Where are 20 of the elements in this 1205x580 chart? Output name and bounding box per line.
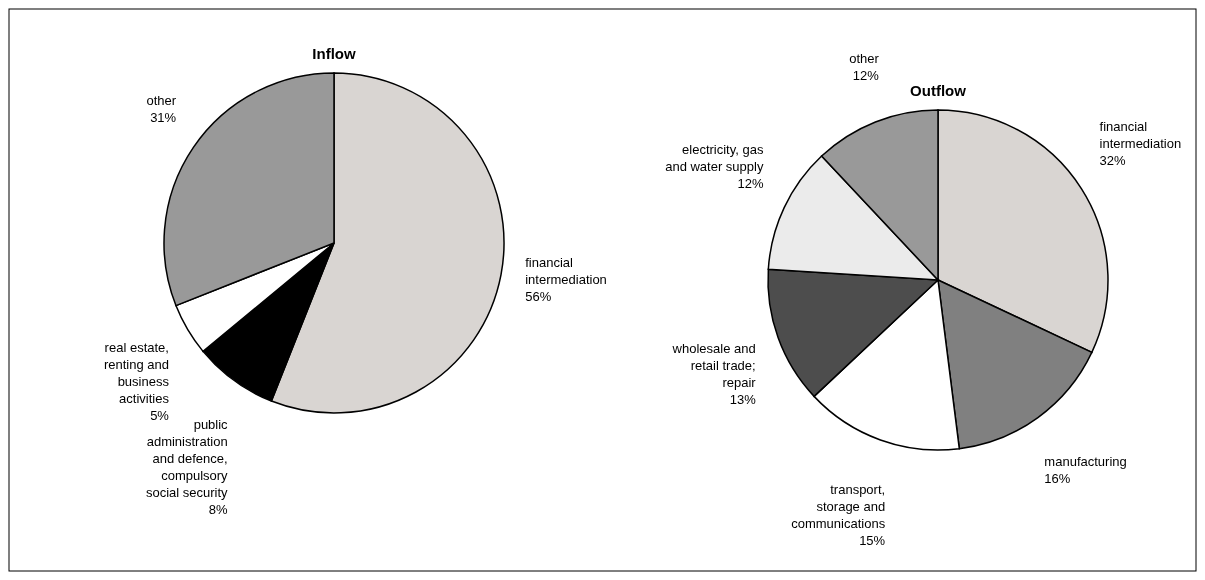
slice-label: wholesale and retail trade; repair [671,340,757,390]
data-label: 15% [859,533,886,549]
slice-label: manufacturing [1044,453,1127,469]
data-label: 13% [729,391,757,407]
data-label: 56% [525,289,552,305]
slice-label: other [849,51,880,67]
slice-label: transport, storage and communications [791,482,886,532]
chart-title: Inflow [312,45,356,62]
slice-label: electricity, gas and water supply [665,142,764,175]
data-label: 12% [737,176,764,192]
data-label: 16% [1044,470,1071,486]
slice-label: other [146,93,177,109]
data-label: 8% [208,501,229,517]
slice-label: real estate, renting and business activities [103,340,170,407]
text: Outflow [910,82,967,99]
data-label: 32% [1099,152,1126,168]
data-label: 12% [852,68,880,84]
slice-label: financial intermediation [1099,118,1182,151]
data-label: 31% [150,110,177,126]
slice-label: financial intermediation [525,255,607,288]
